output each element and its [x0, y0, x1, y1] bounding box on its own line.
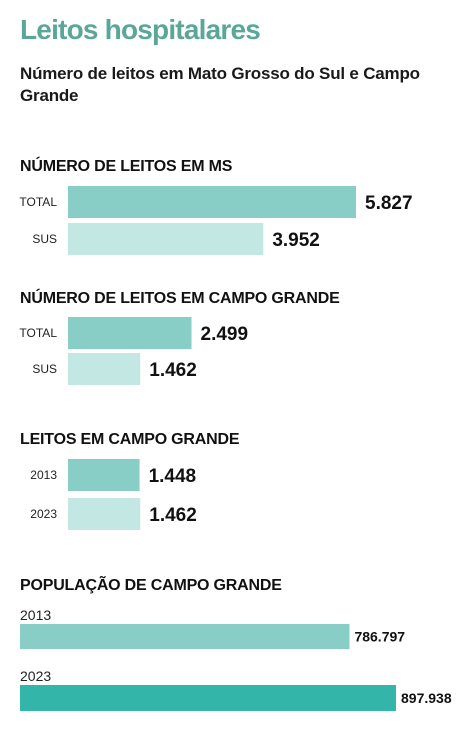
chart-title: Leitos hospitalares	[20, 14, 261, 45]
bar	[68, 317, 192, 349]
category-label: TOTAL	[19, 326, 57, 340]
section-title-cg: NÚMERO DE LEITOS EM CAMPO GRANDE	[20, 290, 340, 307]
bar	[68, 498, 141, 530]
section-title-cg-years: LEITOS EM CAMPO GRANDE	[20, 431, 240, 448]
value-label: 897.938	[401, 690, 452, 706]
category-label: TOTAL	[19, 195, 57, 209]
bar	[68, 459, 140, 491]
category-label: 2023	[20, 668, 51, 684]
category-label: 2013	[20, 607, 51, 623]
bar	[20, 685, 396, 711]
value-label: 5.827	[365, 193, 413, 214]
value-label: 786.797	[354, 629, 405, 645]
value-label: 2.499	[201, 324, 249, 345]
bar	[68, 223, 264, 255]
value-label: 1.448	[149, 466, 197, 487]
section-title-ms: NÚMERO DE LEITOS EM MS	[20, 158, 233, 175]
category-label: SUS	[32, 362, 57, 376]
bar	[20, 624, 350, 649]
chart-subtitle: Número de leitos em Mato Grosso do Sul e…	[20, 64, 420, 105]
bar	[68, 353, 141, 385]
category-label: 2013	[30, 468, 57, 482]
category-label: SUS	[32, 232, 57, 246]
value-label: 1.462	[149, 505, 197, 526]
value-label: 1.462	[149, 360, 197, 381]
bar	[68, 186, 356, 218]
section-title-population: POPULAÇÃO DE CAMPO GRANDE	[20, 577, 282, 594]
value-label: 3.952	[272, 230, 320, 251]
category-label: 2023	[30, 507, 57, 521]
